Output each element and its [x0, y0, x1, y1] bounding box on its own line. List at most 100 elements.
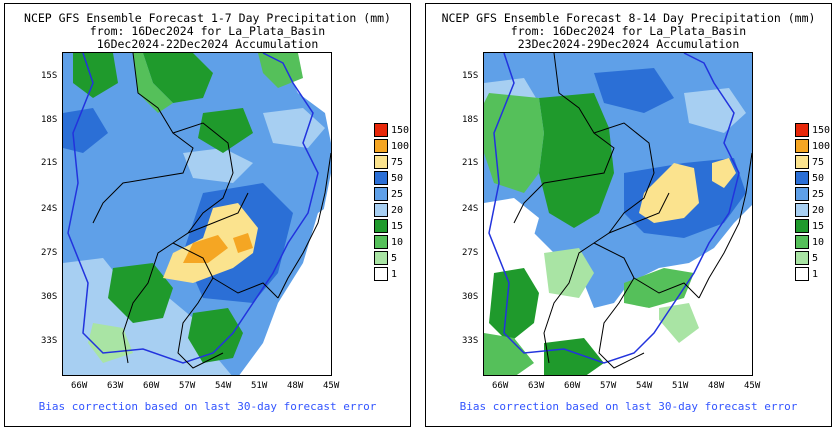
legend-swatch: [374, 139, 388, 153]
legend-label: 5: [812, 253, 819, 264]
lat-label: 18S: [462, 115, 479, 125]
lon-label: 45W: [744, 381, 761, 391]
lon-label: 54W: [636, 381, 653, 391]
legend-label: 10: [391, 237, 404, 248]
lon-label: 57W: [179, 381, 196, 391]
legend-label: 15: [812, 221, 825, 232]
lon-label: 48W: [708, 381, 725, 391]
lon-label: 66W: [492, 381, 509, 391]
precip-region-15mm: [544, 338, 604, 375]
lon-label: 57W: [600, 381, 617, 391]
lon-label: 63W: [107, 381, 124, 391]
lat-label: 33S: [462, 336, 479, 346]
legend-label: 75: [812, 157, 825, 168]
precip-region-15mm: [188, 308, 243, 363]
basin-outline: [67, 53, 319, 364]
precip-region-75mm: [712, 158, 736, 188]
precip-region-20mm: [263, 108, 325, 148]
forecast-panel-week2: NCEP GFS Ensemble Forecast 8-14 Day Prec…: [425, 3, 832, 427]
panel-title-line3: 23Dec2024-29Dec2024 Accumulation: [517, 37, 740, 51]
legend-swatch: [374, 251, 388, 265]
country-border: [92, 53, 194, 224]
precip-region-15mm: [489, 268, 539, 343]
legend-swatch: [795, 187, 809, 201]
lat-label: 15S: [41, 71, 58, 81]
lat-label: 24S: [462, 204, 479, 214]
legend-label: 1: [812, 269, 819, 280]
legend-swatch: [374, 235, 388, 249]
precip-region-15mm: [539, 93, 614, 228]
basin-outline: [488, 53, 740, 364]
legend-swatch: [795, 123, 809, 137]
lat-label: 33S: [41, 336, 58, 346]
legend-swatch: [795, 203, 809, 217]
no-rain-region: [699, 224, 752, 375]
precip-region-15mm: [198, 108, 253, 153]
lon-label: 48W: [287, 381, 304, 391]
legend-label: 25: [391, 189, 404, 200]
precipitation-map: [483, 52, 753, 376]
legend-label: 150: [812, 125, 831, 136]
panel-title-line3: 16Dec2024-22Dec2024 Accumulation: [96, 37, 319, 51]
legend-label: 50: [812, 173, 825, 184]
legend-swatch: [374, 267, 388, 281]
lat-label: 21S: [41, 158, 58, 168]
lat-label: 21S: [462, 158, 479, 168]
precip-region-10mm: [484, 93, 544, 193]
legend-swatch: [795, 251, 809, 265]
legend-label: 50: [391, 173, 404, 184]
precip-region-50mm: [594, 68, 674, 113]
legend-label: 150: [391, 125, 410, 136]
legend-label: 20: [812, 205, 825, 216]
lon-label: 66W: [71, 381, 88, 391]
bias-correction-note: Bias correction based on last 30-day for…: [459, 400, 798, 413]
lat-label: 30S: [41, 292, 58, 302]
lon-label: 51W: [251, 381, 268, 391]
legend-label: 75: [391, 157, 404, 168]
legend-label: 15: [391, 221, 404, 232]
country-border: [608, 192, 670, 234]
no-rain-region: [484, 198, 539, 263]
panel-title-line2: from: 16Dec2024 for La_Plata_Basin: [89, 24, 326, 38]
country-border: [593, 242, 645, 369]
forecast-panel-week1: NCEP GFS Ensemble Forecast 1-7 Day Preci…: [4, 3, 411, 427]
legend-swatch: [795, 235, 809, 249]
lon-label: 63W: [528, 381, 545, 391]
coastline: [698, 152, 752, 299]
precip-region-5mm: [544, 248, 594, 298]
lon-label: 51W: [672, 381, 689, 391]
legend-label: 20: [391, 205, 404, 216]
precip-region-10mm: [133, 53, 173, 113]
lat-label: 27S: [462, 248, 479, 258]
bias-correction-note: Bias correction based on last 30-day for…: [38, 400, 377, 413]
legend-label: 100: [391, 141, 410, 152]
panel-title-line1: NCEP GFS Ensemble Forecast 8-14 Day Prec…: [441, 11, 816, 25]
legend-swatch: [795, 171, 809, 185]
legend-swatch: [795, 139, 809, 153]
precip-region-15mm: [73, 53, 118, 98]
legend-swatch: [374, 187, 388, 201]
legend-swatch: [795, 219, 809, 233]
legend-swatch: [795, 267, 809, 281]
lat-label: 24S: [41, 204, 58, 214]
lon-label: 60W: [143, 381, 160, 391]
legend-swatch: [374, 219, 388, 233]
legend-swatch: [374, 155, 388, 169]
legend-swatch: [374, 203, 388, 217]
lat-label: 18S: [41, 115, 58, 125]
lat-label: 30S: [462, 292, 479, 302]
country-border: [172, 242, 224, 369]
precip-region-100mm: [233, 233, 253, 253]
legend-label: 10: [812, 237, 825, 248]
precipitation-map: [62, 52, 332, 376]
lon-label: 45W: [323, 381, 340, 391]
legend-label: 5: [391, 253, 398, 264]
precipitation-map-svg: [484, 53, 752, 375]
lon-label: 54W: [215, 381, 232, 391]
panel-title-line1: NCEP GFS Ensemble Forecast 1-7 Day Preci…: [24, 11, 391, 25]
lon-label: 60W: [564, 381, 581, 391]
legend-swatch: [795, 155, 809, 169]
no-rain-region: [254, 173, 331, 375]
legend-swatch: [374, 171, 388, 185]
legend-label: 1: [391, 269, 398, 280]
